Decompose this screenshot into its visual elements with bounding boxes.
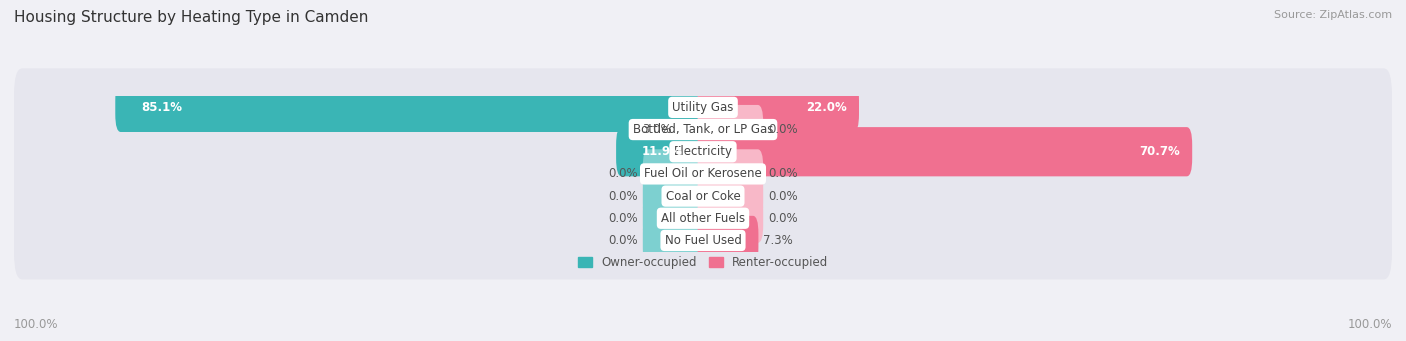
FancyBboxPatch shape	[14, 69, 1392, 146]
Text: 0.0%: 0.0%	[609, 212, 638, 225]
FancyBboxPatch shape	[697, 149, 763, 198]
Text: All other Fuels: All other Fuels	[661, 212, 745, 225]
Text: 0.0%: 0.0%	[609, 190, 638, 203]
Text: 85.1%: 85.1%	[141, 101, 183, 114]
FancyBboxPatch shape	[616, 127, 709, 176]
Text: 0.0%: 0.0%	[609, 234, 638, 247]
FancyBboxPatch shape	[14, 91, 1392, 168]
Text: Source: ZipAtlas.com: Source: ZipAtlas.com	[1274, 10, 1392, 20]
Text: 0.0%: 0.0%	[768, 167, 797, 180]
Legend: Owner-occupied, Renter-occupied: Owner-occupied, Renter-occupied	[572, 251, 834, 273]
FancyBboxPatch shape	[643, 216, 709, 265]
Text: 0.0%: 0.0%	[768, 190, 797, 203]
Text: 22.0%: 22.0%	[806, 101, 846, 114]
Text: 11.9%: 11.9%	[643, 145, 683, 158]
Text: Fuel Oil or Kerosene: Fuel Oil or Kerosene	[644, 167, 762, 180]
FancyBboxPatch shape	[14, 179, 1392, 257]
Text: 0.0%: 0.0%	[609, 167, 638, 180]
Text: 100.0%: 100.0%	[14, 318, 59, 331]
Text: Utility Gas: Utility Gas	[672, 101, 734, 114]
FancyBboxPatch shape	[14, 157, 1392, 235]
Text: 70.7%: 70.7%	[1139, 145, 1180, 158]
Text: No Fuel Used: No Fuel Used	[665, 234, 741, 247]
FancyBboxPatch shape	[678, 105, 709, 154]
FancyBboxPatch shape	[643, 149, 709, 198]
FancyBboxPatch shape	[14, 113, 1392, 191]
FancyBboxPatch shape	[14, 135, 1392, 213]
Text: 0.0%: 0.0%	[768, 212, 797, 225]
Text: Housing Structure by Heating Type in Camden: Housing Structure by Heating Type in Cam…	[14, 10, 368, 25]
FancyBboxPatch shape	[697, 194, 763, 243]
Text: 7.3%: 7.3%	[763, 234, 793, 247]
Text: Bottled, Tank, or LP Gas: Bottled, Tank, or LP Gas	[633, 123, 773, 136]
FancyBboxPatch shape	[697, 83, 859, 132]
FancyBboxPatch shape	[643, 194, 709, 243]
FancyBboxPatch shape	[697, 216, 758, 265]
Text: Electricity: Electricity	[673, 145, 733, 158]
FancyBboxPatch shape	[697, 127, 1192, 176]
Text: Coal or Coke: Coal or Coke	[665, 190, 741, 203]
Text: 3.0%: 3.0%	[643, 123, 672, 136]
FancyBboxPatch shape	[697, 105, 763, 154]
Text: 100.0%: 100.0%	[1347, 318, 1392, 331]
FancyBboxPatch shape	[14, 202, 1392, 279]
Text: 0.0%: 0.0%	[768, 123, 797, 136]
FancyBboxPatch shape	[697, 172, 763, 221]
FancyBboxPatch shape	[115, 83, 709, 132]
FancyBboxPatch shape	[643, 172, 709, 221]
